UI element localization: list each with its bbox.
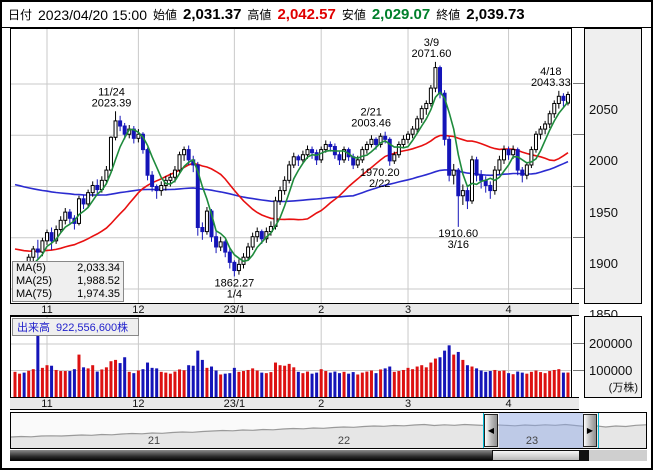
- ohlc-header: 日付 2023/04/20 15:00 始値 2,031.37 高値 2,042…: [2, 2, 651, 28]
- close-value: 2,039.73: [466, 6, 525, 23]
- scrollbar-track-right[interactable]: [589, 450, 647, 461]
- annotation-text: 2003.46: [351, 118, 391, 130]
- right-arrow-icon: ▶: [586, 426, 594, 435]
- month-tick-label: 11: [41, 304, 53, 316]
- price-axis-tickmark: [573, 185, 584, 187]
- month-tick-label: 23/1: [223, 398, 246, 410]
- volume-axis: (万株) 200000 100000: [584, 316, 642, 398]
- price-axis: 2050 2000 1950 1900 1850: [584, 28, 642, 322]
- range-handle-left[interactable]: ◀: [484, 414, 498, 447]
- price-axis-tick-label: 1950: [589, 204, 618, 220]
- volume-axis-tickmark: [573, 343, 584, 344]
- x-axis-months-lower: 11 12 23/1 2 3 4: [10, 397, 579, 410]
- selection-guide-right: [598, 413, 599, 448]
- ma5-row: MA(5) 2,033.34: [16, 262, 120, 275]
- selection-guide-left: [483, 413, 484, 448]
- volume-value: 922,556,600株: [56, 322, 129, 334]
- ma5-label: MA(5): [16, 262, 46, 274]
- annotation-text: 2/21: [360, 107, 381, 119]
- month-tick-label: 3: [404, 304, 412, 316]
- volume-legend: 出来高 922,556,600株: [12, 318, 140, 336]
- price-axis-tickmark: [573, 134, 584, 136]
- ma-legend: MA(5) 2,033.34 MA(25) 1,988.52 MA(75) 1,…: [12, 261, 124, 302]
- time-scrollbar[interactable]: [10, 450, 647, 461]
- x-axis-months-upper: 11 12 23/1 2 3 4: [10, 303, 579, 316]
- volume-axis-tick-label: 100000: [589, 362, 633, 378]
- annotation-text: 4/18: [540, 66, 561, 78]
- ma75-label: MA(75): [16, 288, 53, 300]
- volume-chart[interactable]: [11, 317, 571, 397]
- open-value: 2,031.37: [183, 6, 242, 23]
- month-tick-label: 3: [404, 398, 412, 410]
- annotation-text: 3/9: [424, 37, 439, 49]
- annotation-text: 1910.60: [438, 228, 478, 240]
- high-value: 2,042.57: [277, 6, 336, 23]
- navigator-year-label: 23: [526, 435, 538, 447]
- open-label: 始値: [153, 8, 178, 22]
- price-axis-tickmark: [573, 236, 584, 238]
- annotation-text: 1862.27: [214, 277, 254, 289]
- low-label: 安値: [341, 8, 366, 22]
- range-handle-right[interactable]: ▶: [583, 414, 597, 447]
- price-axis-tick-label: 1900: [589, 255, 618, 271]
- high-label: 高値: [247, 8, 272, 22]
- ma5-value: 2,033.34: [77, 262, 120, 274]
- volume-axis-tick-label: 200000: [589, 336, 633, 351]
- month-tick-label: 12: [132, 304, 145, 316]
- close-label: 終値: [436, 8, 461, 22]
- ma75-row: MA(75) 1,974.35: [16, 288, 120, 301]
- month-tick-label: 23/1: [223, 304, 246, 316]
- price-axis-tickmark: [573, 83, 584, 84]
- navigator-minichart[interactable]: 21 22 23: [11, 413, 646, 448]
- price-axis-tickmark: [573, 288, 584, 289]
- low-value: 2,029.07: [371, 6, 431, 23]
- annotation-text: 1/4: [227, 288, 242, 300]
- annotation-text: 2043.33: [531, 77, 571, 89]
- month-tick-label: 11: [41, 398, 53, 410]
- month-tick-label: 2: [318, 304, 325, 316]
- annotation-text: 3/16: [448, 239, 469, 251]
- annotation-text: 2023.39: [92, 97, 132, 109]
- date-value: 2023/04/20 15:00: [38, 6, 148, 23]
- price-axis-tick-label: 2050: [589, 102, 618, 117]
- volume-axis-tickmark: [573, 369, 584, 371]
- month-tick-label: 4: [505, 398, 512, 410]
- volume-label: 出来高: [17, 322, 50, 334]
- scrollbar-endcap: [580, 450, 589, 461]
- volume-panel[interactable]: 出来高 922,556,600株: [10, 316, 572, 398]
- price-axis-tick-label: 2000: [589, 153, 618, 169]
- annotation-text: 2/22: [369, 178, 390, 190]
- volume-unit-label: (万株): [608, 382, 638, 394]
- scrollbar-thumb[interactable]: [492, 450, 580, 461]
- navigator-year-label: 22: [338, 435, 350, 447]
- ma25-value: 1,988.52: [77, 275, 120, 287]
- ma25-label: MA(25): [16, 275, 53, 287]
- left-arrow-icon: ◀: [487, 426, 495, 435]
- price-chart-panel[interactable]: 11/24 2023.39 1862.27 1/4 2/21 2003.46 1970.20…: [10, 28, 572, 304]
- month-tick-label: 4: [505, 304, 512, 316]
- annotation-text: 2071.60: [412, 48, 452, 60]
- annotation-text: 1970.20: [360, 167, 400, 179]
- ma25-row: MA(25) 1,988.52: [16, 275, 120, 288]
- date-label: 日付: [8, 8, 33, 22]
- month-tick-label: 2: [318, 398, 325, 410]
- annotation-text: 11/24: [98, 86, 125, 98]
- date-range-navigator[interactable]: 21 22 23 ◀ ▶: [10, 412, 647, 449]
- navigator-year-label: 21: [148, 435, 160, 447]
- month-tick-label: 12: [132, 398, 145, 410]
- ma75-value: 1,974.35: [77, 288, 120, 300]
